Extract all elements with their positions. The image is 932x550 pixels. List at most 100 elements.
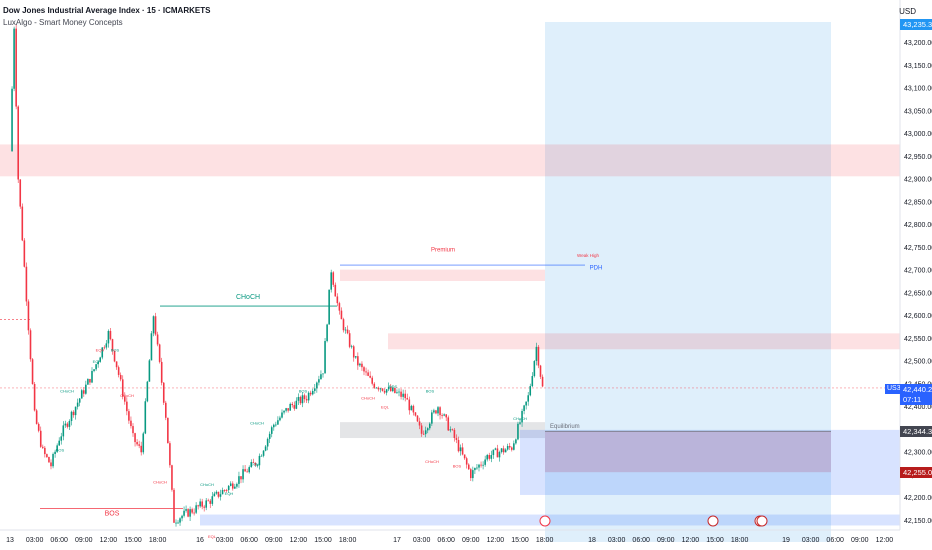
premium-zone	[340, 269, 545, 281]
candle-body	[80, 390, 83, 399]
candle-body	[76, 402, 79, 407]
candle-body	[33, 383, 36, 411]
candle-body	[416, 415, 419, 422]
candle-body	[387, 386, 390, 390]
candle-body	[234, 486, 236, 489]
candle-body	[361, 363, 363, 368]
event-marker-icon[interactable]	[539, 515, 551, 527]
candle-body	[410, 405, 413, 411]
time-tick-label: 03:00	[802, 537, 820, 544]
candle-body	[340, 310, 343, 320]
candle-body	[169, 443, 171, 466]
candle-body	[326, 324, 328, 342]
candle-body	[250, 462, 253, 468]
candle-body	[197, 505, 199, 507]
candle-body	[476, 467, 478, 469]
candle-body	[316, 382, 318, 389]
structure-label: BOS	[299, 389, 308, 394]
candle-body	[248, 467, 250, 473]
structure-label: CHoCH	[513, 416, 527, 421]
candle-body	[37, 423, 40, 431]
candle-body	[213, 493, 216, 497]
candle-body	[529, 386, 532, 396]
candle-body	[402, 393, 404, 397]
candle-body	[523, 405, 525, 411]
candle-body	[297, 396, 300, 401]
event-marker-icon[interactable]	[707, 515, 719, 527]
candle-body	[171, 465, 173, 490]
candle-body	[39, 430, 42, 447]
structure-label: EQL	[381, 404, 390, 409]
candle-body	[478, 464, 480, 468]
candle-body	[381, 388, 384, 391]
candle-body	[412, 405, 415, 413]
price-tick-label: 42,500.00	[904, 359, 932, 366]
candle-body	[27, 301, 30, 331]
candle-body	[377, 387, 380, 390]
candle-body	[355, 356, 357, 358]
candle-body	[422, 433, 425, 435]
candle-body	[273, 424, 275, 428]
candle-body	[229, 483, 232, 486]
candle-body	[396, 392, 398, 394]
candle-body	[264, 446, 267, 451]
price-tick-label: 42,300.00	[904, 450, 932, 457]
time-tick-label: 13	[6, 537, 14, 544]
candle-body	[342, 319, 345, 331]
candle-body	[146, 381, 149, 402]
candle-body	[293, 405, 296, 409]
candle-body	[181, 515, 183, 519]
structure-label: EQL	[208, 534, 217, 539]
choch-label: CHoCH	[236, 294, 260, 301]
candle-body	[474, 468, 476, 471]
candle-body	[365, 371, 367, 373]
candle-body	[371, 377, 373, 384]
time-tick-label: 15:00	[511, 537, 529, 544]
candle-body	[533, 361, 536, 377]
candle-body	[541, 376, 544, 387]
symbol-tag: US30	[885, 384, 907, 394]
candle-body	[103, 347, 106, 349]
candle-body	[266, 438, 269, 447]
candle-body	[379, 388, 382, 390]
indicator-name[interactable]: LuxAlgo - Smart Money Concepts	[3, 18, 123, 27]
candle-body	[68, 420, 71, 427]
candle-body	[482, 464, 484, 466]
candle-body	[424, 430, 427, 435]
candle-body	[332, 272, 335, 285]
structure-label: BOS	[56, 448, 65, 453]
candle-body	[105, 343, 108, 348]
candle-body	[83, 390, 85, 394]
candle-body	[78, 398, 81, 403]
candle-body	[279, 417, 281, 421]
candle-body	[363, 367, 365, 372]
time-tick-label: 12:00	[100, 537, 118, 544]
candle-body	[392, 387, 394, 392]
candle-body	[338, 303, 341, 311]
candle-body	[535, 346, 538, 362]
candle-body	[15, 28, 17, 107]
candle-body	[406, 398, 409, 400]
candle-body	[258, 455, 261, 466]
risk-zone	[545, 431, 831, 473]
candle-body	[517, 423, 519, 440]
candle-body	[162, 382, 165, 403]
time-tick-label: 06:00	[632, 537, 650, 544]
candle-body	[324, 341, 326, 374]
time-tick-label: 18:00	[536, 537, 554, 544]
candle-body	[283, 410, 285, 413]
candle-body	[217, 491, 220, 497]
weak-high-label: Weak High	[577, 253, 599, 258]
candle-body	[385, 389, 388, 393]
event-marker-icon[interactable]	[756, 515, 768, 527]
time-tick-label: 12:00	[487, 537, 505, 544]
candle-body	[322, 373, 324, 375]
candle-body	[60, 436, 63, 441]
candle-body	[537, 346, 540, 366]
structure-label: CHoCH	[153, 480, 167, 485]
candle-body	[375, 387, 378, 389]
candle-body	[515, 439, 517, 444]
candle-body	[472, 470, 474, 479]
candle-body	[227, 485, 230, 491]
